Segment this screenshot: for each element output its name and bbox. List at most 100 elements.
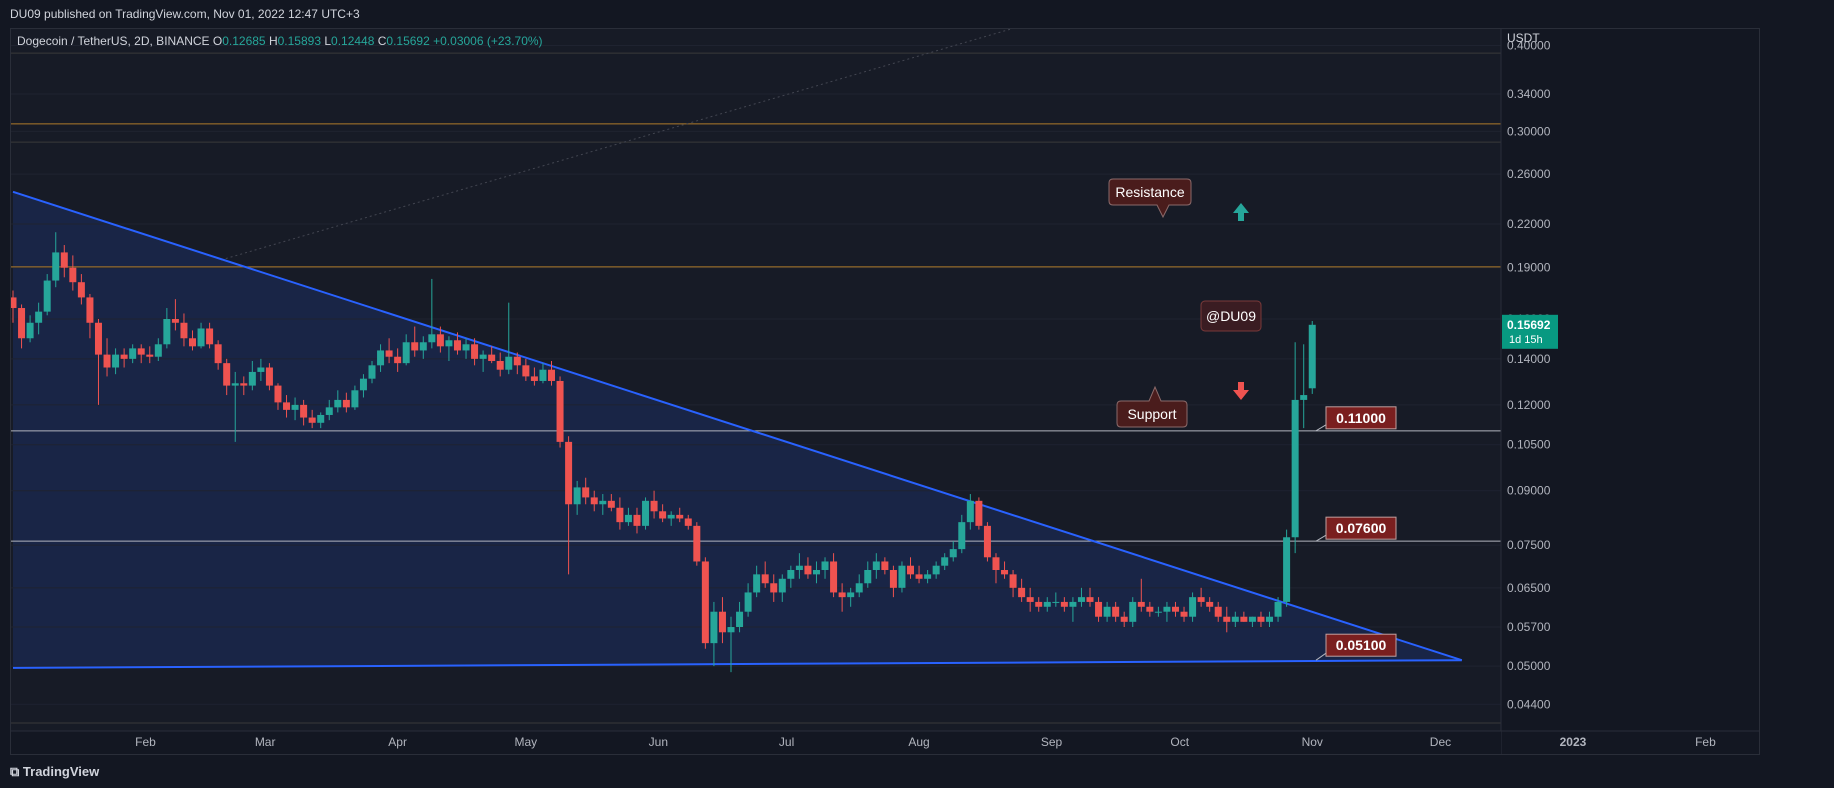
candle-body — [146, 354, 154, 357]
candle-body — [1052, 601, 1060, 603]
candle-body — [599, 500, 607, 505]
chart-panel[interactable]: 50.00%(0.38996)61.80%(0.30769)65.00%(0.2… — [9, 28, 1760, 755]
candle-body — [1240, 616, 1248, 622]
candle-body — [975, 500, 983, 526]
candle-body — [556, 380, 564, 442]
candle-body — [924, 574, 932, 579]
candle-body — [513, 356, 521, 366]
candle-body — [488, 354, 496, 361]
candle-body — [1043, 601, 1051, 607]
time-axis-tick: May — [515, 735, 538, 749]
candle-body — [1257, 616, 1265, 622]
price-axis-tick: 0.14000 — [1507, 352, 1551, 366]
price-axis-tick: 0.26000 — [1507, 167, 1551, 181]
tradingview-logo[interactable]: ⧉ TradingView — [10, 755, 99, 788]
candle-body — [607, 500, 615, 508]
candle-body — [86, 297, 94, 323]
support-label: Support — [1127, 406, 1176, 422]
candle-body — [171, 319, 179, 323]
author-label: @DU09 — [1206, 308, 1256, 324]
candle-body — [505, 356, 513, 370]
horizontal-support-trendline — [12, 659, 1462, 669]
fib-projection-line — [220, 28, 1012, 261]
tradingview-brand: TradingView — [22, 764, 100, 779]
tradingview-logo-icon: ⧉ — [10, 764, 23, 779]
bar-countdown: 1d 15h — [1509, 334, 1543, 346]
symbol-legend: Dogecoin / TetherUS, 2D, BINANCE O0.1268… — [17, 34, 543, 48]
candle-body — [624, 514, 632, 523]
candle-body — [1077, 597, 1085, 602]
candle-body — [197, 328, 205, 347]
candle-body — [710, 611, 718, 644]
footer: ⧉ TradingView — [0, 755, 1834, 788]
candle-body — [744, 592, 752, 612]
price-axis-tick: 0.22000 — [1507, 217, 1551, 231]
candle-body — [889, 569, 897, 588]
candle-body — [770, 583, 778, 593]
time-axis-tick: Dec — [1430, 735, 1451, 749]
candle-body — [676, 514, 684, 519]
candle-body — [317, 414, 325, 423]
publish-header: DU09 published on TradingView.com, Nov 0… — [0, 0, 1834, 28]
candle-body — [1095, 601, 1103, 617]
candle-body — [308, 417, 316, 423]
candle-body — [300, 404, 308, 418]
candle-body — [1163, 606, 1171, 612]
candle-body — [35, 311, 43, 323]
candle-body — [60, 252, 68, 268]
candle-body — [787, 569, 795, 579]
legend-value: H — [269, 34, 278, 48]
time-axis-tick: Feb — [135, 735, 156, 749]
candle-body — [1231, 616, 1239, 622]
candle-body — [52, 252, 60, 281]
legend-value: 0.12685 — [222, 34, 269, 48]
candle-body — [966, 500, 974, 523]
candle-body — [778, 578, 786, 593]
candle-body — [804, 565, 812, 575]
candle-body — [274, 385, 282, 403]
legend-value: +0.03006 (+23.70%) — [433, 34, 542, 48]
candle-body — [240, 383, 248, 386]
price-axis-tick: 0.07500 — [1507, 538, 1551, 552]
candle-body — [958, 522, 966, 550]
candle-body — [838, 592, 846, 598]
candle-body — [1035, 601, 1043, 607]
support-callout — [1116, 385, 1188, 428]
price-axis-tick: 0.34000 — [1507, 87, 1551, 101]
candle-body — [701, 561, 709, 644]
time-axis-tick: Apr — [388, 735, 407, 749]
candle-body — [1248, 616, 1256, 622]
candle-body — [633, 514, 641, 526]
candle-body — [1069, 601, 1077, 607]
candle-body — [941, 557, 949, 566]
resistance-label: Resistance — [1115, 184, 1184, 200]
candle-body — [214, 344, 222, 364]
price-axis-tick: 0.04400 — [1507, 697, 1551, 711]
candle-body — [573, 487, 581, 505]
candle-body — [436, 334, 444, 347]
candle-body — [163, 319, 171, 345]
triangle-fill — [13, 191, 1462, 668]
candle-body — [693, 525, 701, 562]
price-axis-unit: USDT — [1507, 31, 1540, 45]
candle-body — [206, 328, 214, 345]
candle-body — [522, 365, 530, 377]
candle-body — [898, 565, 906, 588]
last-price-value: 0.15692 — [1507, 318, 1551, 332]
time-axis-tick: Mar — [255, 735, 276, 749]
time-axis-tick: Jun — [649, 735, 668, 749]
candle-body — [1214, 606, 1222, 617]
price-axis-tick: 0.06500 — [1507, 581, 1551, 595]
candle-body — [1274, 601, 1282, 617]
candle-body — [795, 565, 803, 570]
time-axis-tick: Feb — [1695, 735, 1716, 749]
time-axis-background — [11, 731, 1501, 754]
candle-body — [351, 390, 359, 408]
candle-body — [265, 367, 273, 386]
candle-body — [949, 549, 957, 558]
candle-body — [1120, 616, 1128, 622]
candle-body — [590, 497, 598, 505]
candle-body — [1086, 597, 1094, 602]
candle-body — [411, 342, 419, 351]
price-chart[interactable]: 50.00%(0.38996)61.80%(0.30769)65.00%(0.2… — [9, 28, 1759, 754]
